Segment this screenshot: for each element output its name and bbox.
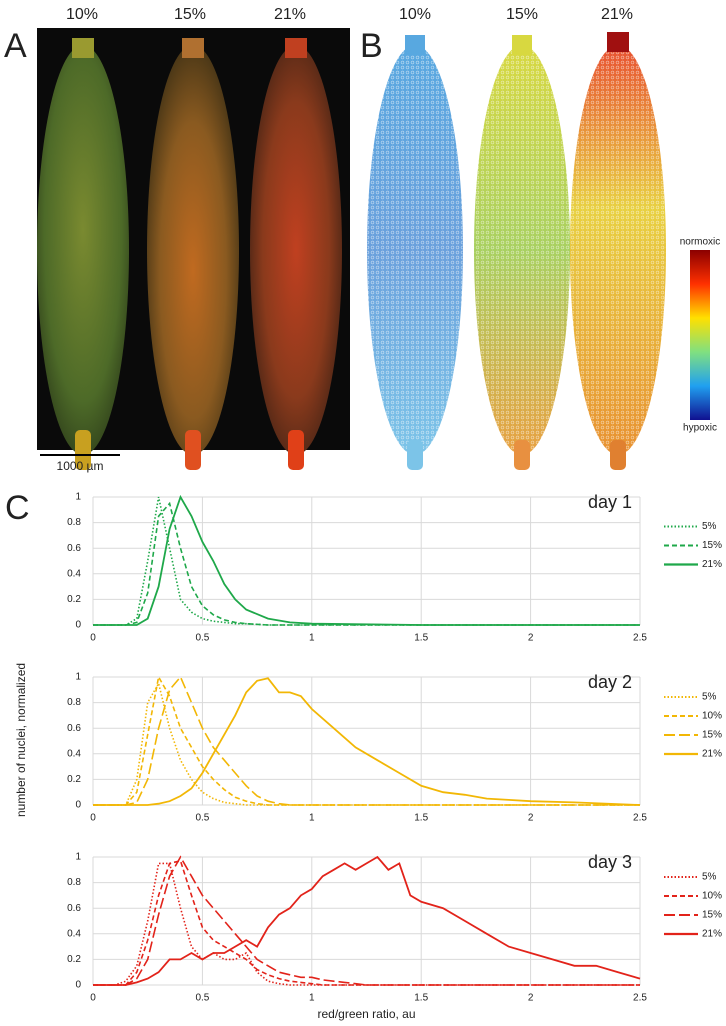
y-tick-label: 0.4: [67, 568, 81, 579]
legend-label: 10%: [702, 711, 722, 722]
data-line: [93, 859, 640, 986]
x-tick-label: 2: [528, 633, 534, 644]
annotation: day 1: [588, 492, 632, 512]
legend-label: 10%: [702, 891, 722, 902]
nuclei-map: [570, 32, 666, 470]
y-tick-label: 0.8: [67, 877, 81, 888]
nuclei-map: [367, 35, 463, 470]
x-tick-label: 0: [90, 633, 96, 644]
legend-label: 15%: [702, 910, 722, 921]
embryo-image: [250, 38, 342, 470]
y-tick-label: 1: [75, 672, 81, 683]
data-line: [93, 855, 641, 986]
data-line: [93, 855, 640, 986]
embryo-image: [37, 38, 129, 470]
x-tick-label: 0.5: [195, 813, 209, 824]
legend-label: 21%: [702, 749, 722, 760]
y-tick-label: 0.4: [67, 748, 81, 759]
y-tick-label: 0.4: [67, 928, 81, 939]
y-tick-label: 0.6: [67, 723, 81, 734]
colorbar-label: hypoxic: [683, 423, 717, 434]
y-tick-label: 0.2: [67, 774, 81, 785]
x-tick-label: 2.5: [633, 813, 647, 824]
colorbar-label: normoxic: [680, 237, 721, 248]
y-tick-label: 0: [75, 980, 81, 991]
x-tick-label: 2: [528, 993, 534, 1004]
y-tick-label: 0.6: [67, 543, 81, 554]
panel-label: C: [5, 489, 30, 527]
image-label: 10%: [399, 6, 431, 23]
image-label: 21%: [601, 6, 633, 23]
data-line: [93, 681, 640, 806]
legend-label: 21%: [702, 929, 722, 940]
y-tick-label: 0.6: [67, 903, 81, 914]
scale-bar-label: 1000 µm: [57, 459, 104, 473]
x-tick-label: 1: [309, 993, 315, 1004]
legend-label: 15%: [702, 730, 722, 741]
nuclei-map: [474, 35, 570, 470]
legend-label: 5%: [702, 872, 717, 883]
data-line: [93, 675, 640, 806]
x-tick-label: 1: [309, 813, 315, 824]
y-tick-label: 0: [75, 620, 81, 631]
image-label: 10%: [66, 6, 98, 23]
data-line: [93, 862, 640, 986]
x-tick-label: 1.5: [414, 993, 428, 1004]
y-tick-label: 0.8: [67, 517, 81, 528]
image-label: 15%: [506, 6, 538, 23]
y-tick-label: 0.2: [67, 594, 81, 605]
y-tick-label: 1: [75, 852, 81, 863]
panel-label: B: [360, 27, 383, 65]
y-axis-label: number of nuclei, normalized: [14, 663, 28, 817]
panel-label: A: [4, 27, 27, 65]
data-line: [93, 501, 640, 626]
x-tick-label: 0: [90, 993, 96, 1004]
x-tick-label: 2: [528, 813, 534, 824]
x-axis-label: red/green ratio, au: [317, 1007, 415, 1021]
legend-label: 5%: [702, 521, 717, 532]
annotation: day 2: [588, 672, 632, 692]
y-tick-label: 0.2: [67, 954, 81, 965]
x-tick-label: 0.5: [195, 993, 209, 1004]
x-tick-label: 1.5: [414, 813, 428, 824]
legend-label: 21%: [702, 559, 722, 570]
x-tick-label: 2.5: [633, 993, 647, 1004]
legend-label: 5%: [702, 692, 717, 703]
y-tick-label: 0: [75, 800, 81, 811]
data-line: [93, 496, 640, 626]
x-tick-label: 1: [309, 633, 315, 644]
data-line: [93, 494, 640, 626]
legend-label: 15%: [702, 540, 722, 551]
image-label: 15%: [174, 6, 206, 23]
embryo-image: [147, 38, 239, 470]
data-line: [93, 677, 641, 806]
x-tick-label: 0: [90, 813, 96, 824]
y-tick-label: 1: [75, 492, 81, 503]
data-line: [93, 674, 640, 806]
x-tick-label: 0.5: [195, 633, 209, 644]
y-tick-label: 0.8: [67, 697, 81, 708]
x-tick-label: 2.5: [633, 633, 647, 644]
colorbar: [690, 250, 710, 420]
x-tick-label: 1.5: [414, 633, 428, 644]
image-label: 21%: [274, 6, 306, 23]
annotation: day 3: [588, 852, 632, 872]
